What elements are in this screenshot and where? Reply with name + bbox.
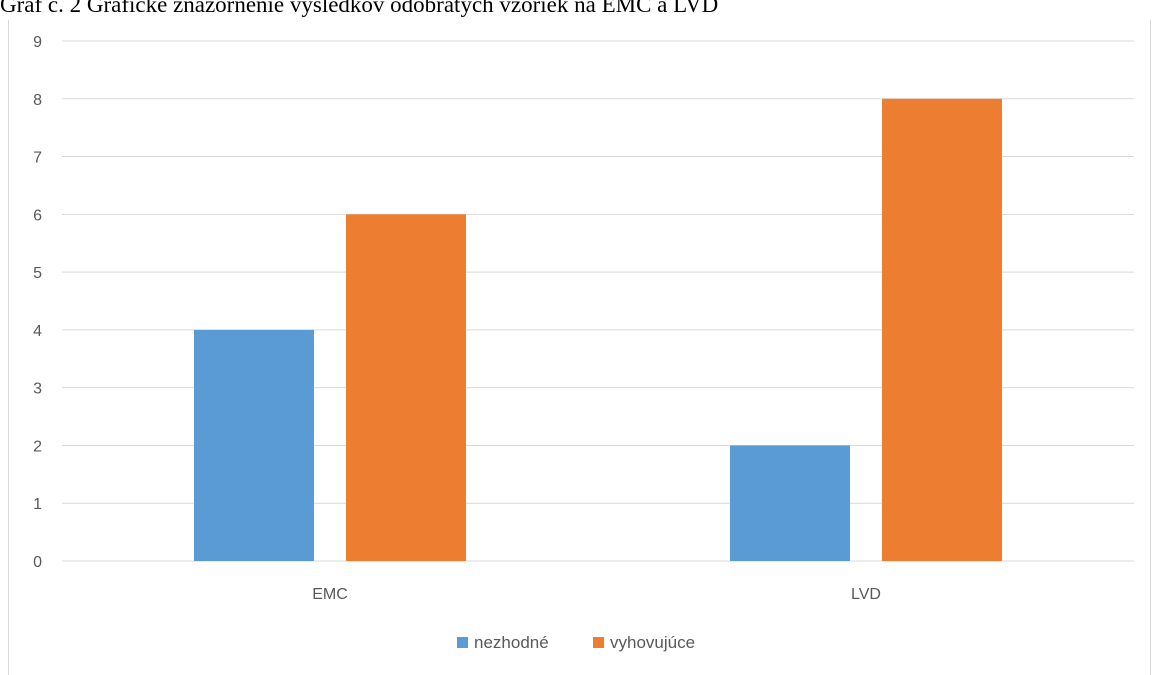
bars: [194, 98, 1002, 562]
x-tick-label: LVD: [851, 586, 881, 603]
bar-emc-series1: [194, 329, 314, 561]
y-tick-label: 8: [33, 92, 42, 109]
y-tick-label: 3: [33, 381, 42, 398]
x-axis-labels: EMC LVD: [312, 586, 881, 603]
y-axis-ticks: 0 1 2 3 4 5 6 7 8 9: [33, 34, 42, 571]
y-tick-label: 9: [33, 34, 42, 51]
y-tick-label: 2: [33, 438, 42, 455]
bar-lvd-series2: [882, 98, 1002, 562]
y-tick-label: 4: [33, 323, 42, 340]
y-tick-label: 0: [33, 554, 42, 571]
legend-label: nezhodné: [474, 633, 549, 652]
chart-caption: Graf č. 2 Grafické znázornenie výsledkov…: [0, 0, 719, 17]
bar-emc-series2: [346, 214, 466, 562]
bar-lvd-series1: [730, 445, 850, 561]
legend-label: vyhovujúce: [610, 633, 695, 652]
legend-swatch: [593, 637, 604, 648]
x-tick-label: EMC: [312, 586, 348, 603]
legend-swatch: [457, 637, 468, 648]
y-tick-label: 6: [33, 207, 42, 224]
legend: nezhodné vyhovujúce: [457, 633, 695, 652]
y-tick-label: 5: [33, 265, 42, 282]
y-tick-label: 7: [33, 150, 42, 167]
y-tick-label: 1: [33, 496, 42, 513]
chart-frame: [8, 20, 1151, 675]
